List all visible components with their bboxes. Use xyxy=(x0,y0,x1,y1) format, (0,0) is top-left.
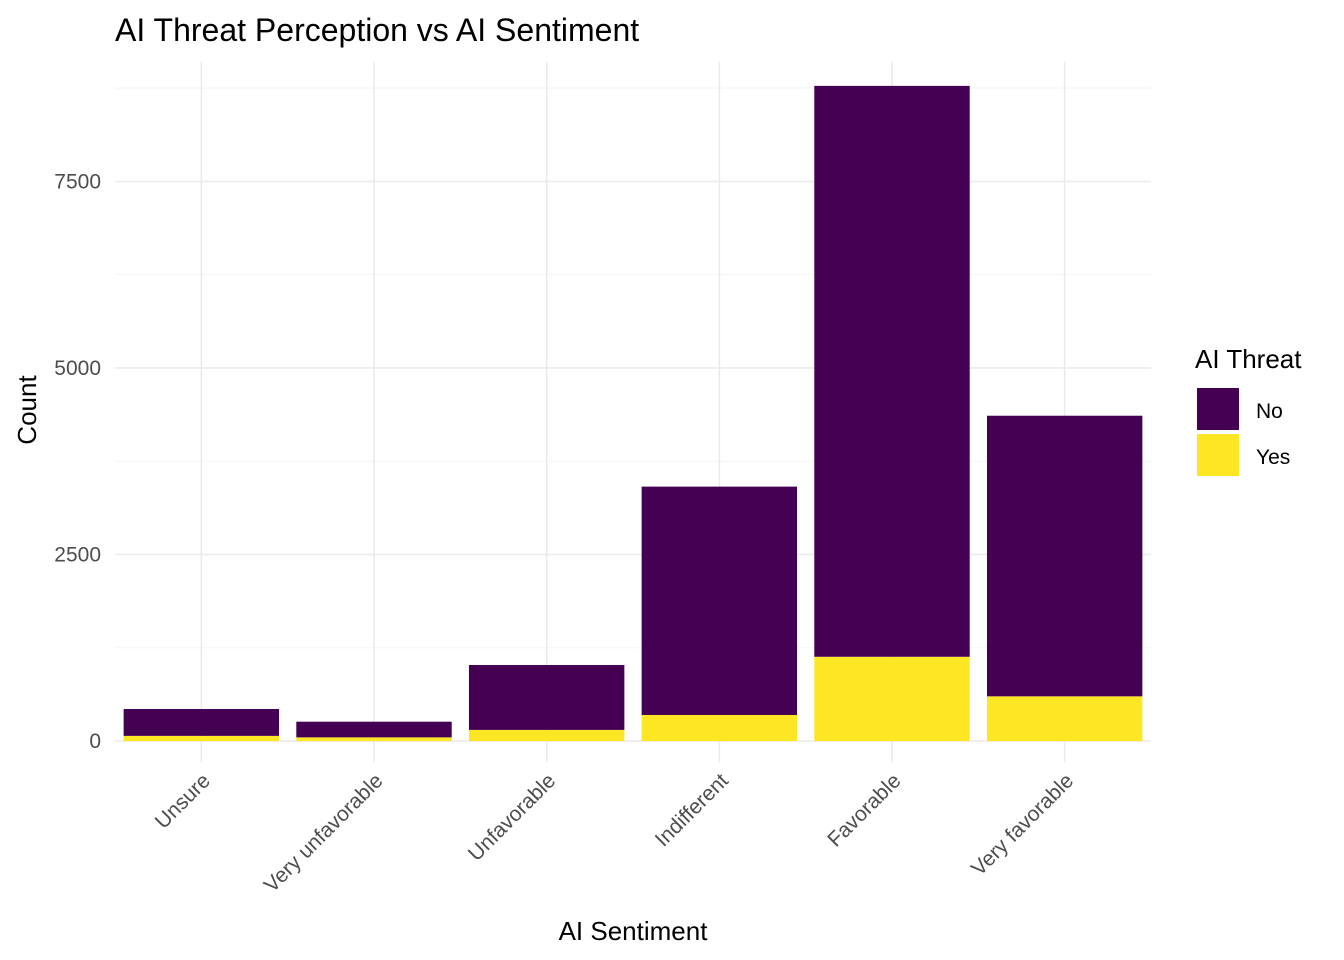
y-axis-ticks: 0 2500 5000 7500 xyxy=(54,170,101,753)
x-tick-label: Very favorable xyxy=(967,769,1078,880)
x-tick-label: Indifferent xyxy=(651,769,733,851)
x-axis-title: AI Sentiment xyxy=(559,916,709,946)
x-tick-label: Unsure xyxy=(151,769,215,833)
bar-no-favorable xyxy=(814,85,970,657)
legend-label-yes: Yes xyxy=(1256,446,1290,469)
bar-yes-unsure xyxy=(123,735,280,742)
y-tick-label: 0 xyxy=(89,730,101,753)
legend-label-no: No xyxy=(1256,400,1283,423)
bar-no-indifferent xyxy=(641,486,798,715)
legend-items: No Yes xyxy=(1197,388,1290,476)
bar-no-very-unfavorable xyxy=(296,721,452,738)
y-tick-label: 7500 xyxy=(54,170,101,193)
bars xyxy=(123,85,1143,742)
y-tick-label: 2500 xyxy=(54,544,101,567)
x-tick-label: Unfavorable xyxy=(464,769,560,865)
bar-yes-favorable xyxy=(814,656,970,742)
bar-no-unfavorable xyxy=(468,664,625,730)
legend-key-no xyxy=(1197,388,1239,430)
legend-key-yes xyxy=(1197,434,1239,476)
bar-yes-unfavorable xyxy=(468,729,625,742)
bar-yes-very-favorable xyxy=(986,696,1143,742)
x-tick-label: Favorable xyxy=(823,769,905,851)
legend-title: AI Threat xyxy=(1195,344,1302,374)
bar-yes-indifferent xyxy=(641,714,798,742)
x-tick-label: Very unfavorable xyxy=(260,769,388,897)
legend: AI Threat No Yes xyxy=(1195,344,1302,476)
bar-no-unsure xyxy=(123,709,280,736)
y-tick-label: 5000 xyxy=(54,357,101,380)
x-axis-ticks: Unsure Very unfavorable Unfavorable Indiffe… xyxy=(151,769,1078,897)
y-axis-title: Count xyxy=(12,375,42,445)
bar-yes-very-unfavorable xyxy=(296,737,452,742)
chart-title: AI Threat Perception vs AI Sentiment xyxy=(115,12,639,48)
bar-no-very-favorable xyxy=(986,415,1143,697)
